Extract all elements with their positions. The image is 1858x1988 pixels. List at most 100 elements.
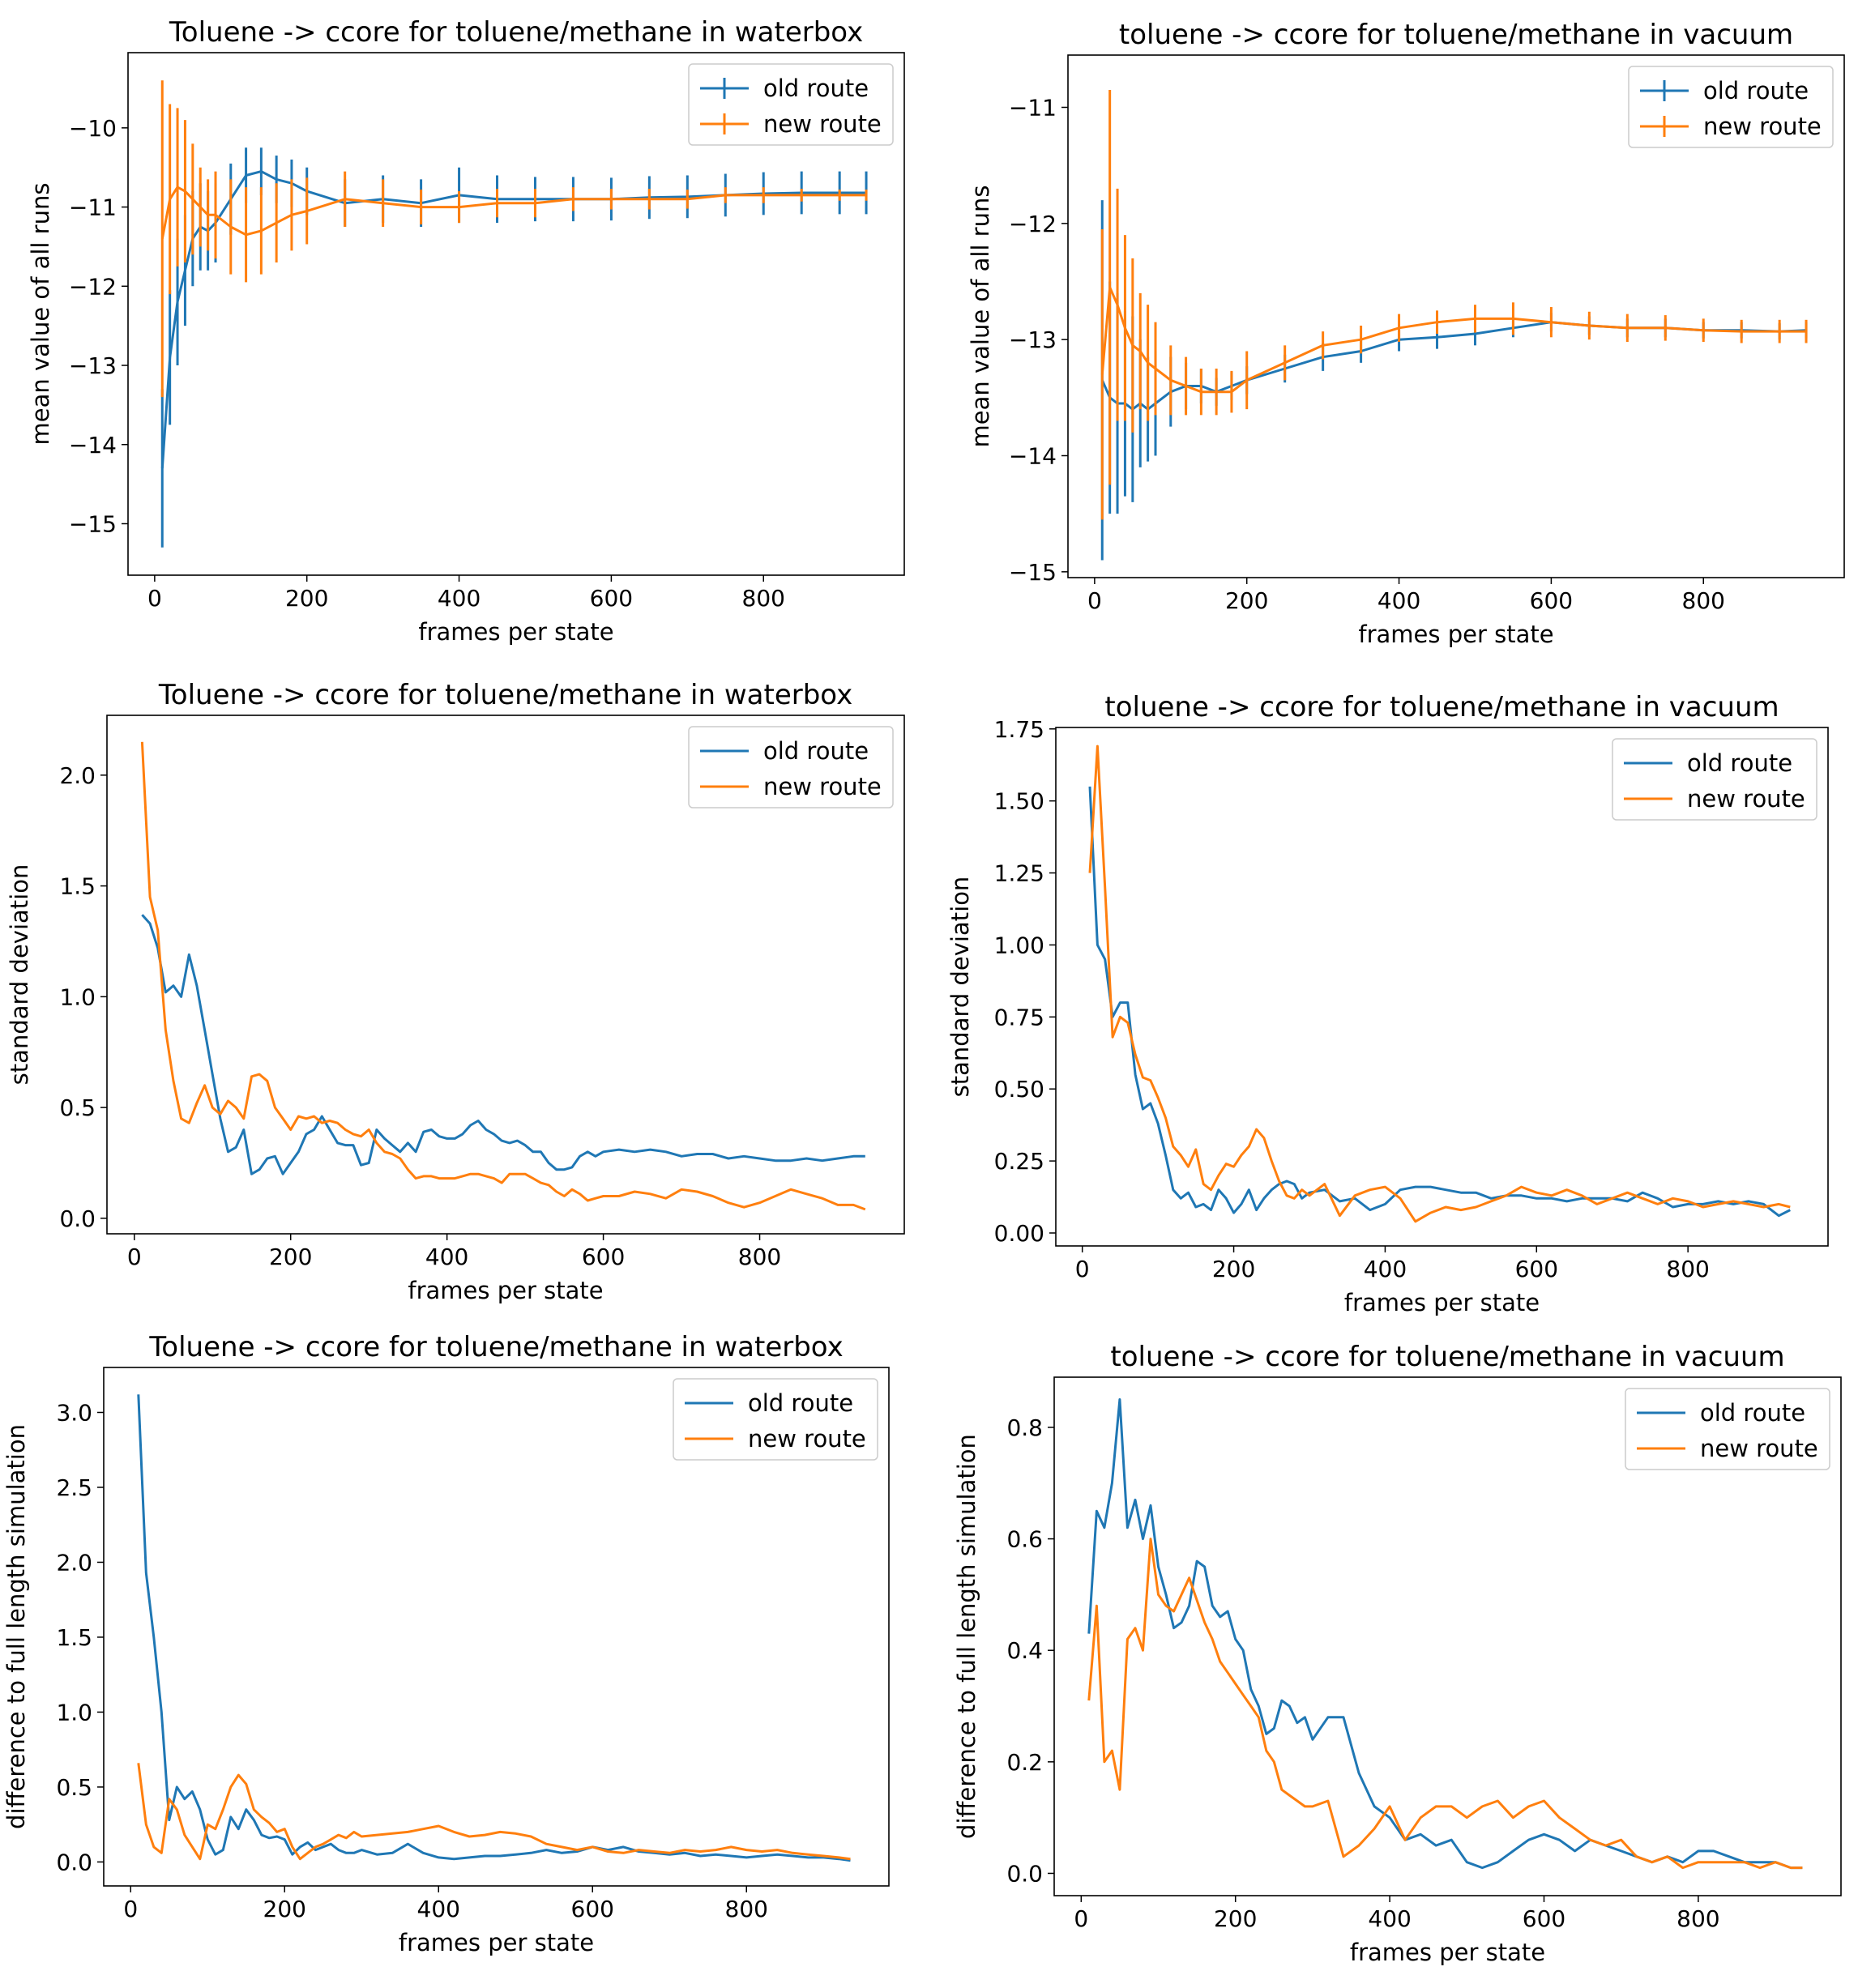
series-line	[137, 1394, 851, 1862]
x-tick-label: 400	[1377, 587, 1420, 614]
x-axis-label: frames per state	[418, 618, 613, 646]
y-tick-label: 1.5	[56, 1624, 92, 1651]
legend: old route new route	[1628, 66, 1834, 148]
x-axis-label: frames per state	[408, 1277, 603, 1304]
legend-label: new route	[1703, 113, 1822, 140]
x-tick-label: 800	[1666, 1256, 1709, 1282]
plot-area	[1100, 90, 1808, 561]
x-tick-label: 0	[1074, 1905, 1088, 1932]
y-tick-label: 1.25	[994, 860, 1044, 887]
y-tick-label: −12	[1009, 211, 1057, 237]
plot-area	[137, 1394, 851, 1862]
y-tick-label: −10	[69, 115, 117, 142]
x-tick-label: 200	[1212, 1256, 1255, 1282]
y-axis-label: mean value of all runs	[967, 186, 994, 448]
chart-title: toluene -> ccore for toluene/methane in …	[1104, 691, 1779, 723]
y-tick-label: 1.50	[994, 788, 1044, 815]
x-tick-label: 0	[1075, 1256, 1090, 1282]
x-tick-label: 200	[1214, 1905, 1257, 1932]
y-tick-label: 2.0	[59, 762, 96, 789]
x-axis-label: frames per state	[1344, 1289, 1540, 1316]
series-line	[1088, 786, 1791, 1218]
y-tick-label: −13	[69, 352, 117, 379]
legend-label: new route	[748, 1425, 866, 1453]
plot-area	[160, 80, 868, 548]
legend: old route new route	[1612, 738, 1817, 821]
x-tick-label: 200	[269, 1244, 312, 1270]
chart-1: Toluene -> ccore for toluene/methane in …	[27, 16, 905, 646]
chart-title: toluene -> ccore for toluene/methane in …	[1119, 19, 1793, 51]
x-tick-label: 400	[1364, 1256, 1407, 1282]
legend-label: old route	[1703, 77, 1809, 105]
y-tick-label: 2.5	[56, 1474, 92, 1501]
y-tick-label: −15	[69, 510, 117, 537]
x-tick-label: 400	[1368, 1905, 1411, 1932]
y-tick-label: 1.00	[994, 932, 1044, 958]
legend: old route new route	[673, 1378, 878, 1461]
y-axis-label: standard deviation	[6, 864, 33, 1086]
y-tick-label: −14	[1009, 443, 1057, 470]
y-tick-label: −11	[69, 194, 117, 221]
y-tick-label: 0.25	[994, 1148, 1044, 1175]
chart-title: Toluene -> ccore for toluene/methane in …	[158, 679, 852, 711]
plot-area	[140, 741, 866, 1211]
series-line	[1088, 744, 1791, 1223]
y-tick-label: 0.75	[994, 1004, 1044, 1030]
x-tick-label: 800	[742, 585, 785, 612]
x-tick-label: 600	[582, 1244, 625, 1270]
chart-title: toluene -> ccore for toluene/methane in …	[1110, 1341, 1784, 1373]
y-tick-label: 0.00	[994, 1220, 1044, 1247]
legend-label: old route	[1687, 749, 1792, 777]
chart-3: Toluene -> ccore for toluene/methane in …	[6, 679, 905, 1304]
x-tick-label: 400	[417, 1896, 460, 1922]
y-tick-label: 1.0	[56, 1699, 92, 1726]
x-tick-label: 200	[285, 585, 328, 612]
y-tick-label: 0.5	[56, 1774, 92, 1801]
series-line	[160, 186, 866, 239]
x-tick-label: 600	[1515, 1256, 1558, 1282]
legend: old route new route	[688, 726, 894, 808]
x-tick-label: 0	[147, 585, 162, 612]
series-line	[1100, 321, 1807, 411]
x-tick-label: 800	[738, 1244, 781, 1270]
axes-frame	[127, 52, 905, 576]
x-axis-label: frames per state	[399, 1929, 594, 1956]
legend-label: old route	[763, 75, 869, 102]
chart-5: Toluene -> ccore for toluene/methane in …	[2, 1331, 890, 1956]
y-tick-label: 0.50	[994, 1076, 1044, 1103]
x-tick-label: 800	[725, 1896, 768, 1922]
legend-label: old route	[763, 737, 869, 765]
y-axis-label: difference to full length simulation	[953, 1434, 980, 1839]
y-tick-label: −14	[69, 432, 117, 459]
x-tick-label: 400	[425, 1244, 468, 1270]
legend-label: old route	[748, 1389, 853, 1417]
series-line	[1100, 286, 1806, 394]
legend-label: new route	[763, 110, 882, 138]
axes-frame	[106, 715, 905, 1235]
y-tick-label: −15	[1009, 559, 1057, 586]
series-line	[160, 170, 866, 469]
x-tick-label: 0	[1087, 587, 1102, 614]
y-tick-label: 0.8	[1006, 1414, 1043, 1441]
y-tick-label: 0.2	[1006, 1749, 1043, 1776]
y-tick-label: 0.0	[59, 1205, 96, 1232]
y-tick-label: 0.5	[59, 1094, 96, 1121]
chart-6: toluene -> ccore for toluene/methane in …	[953, 1341, 1842, 1966]
y-axis-label: standard deviation	[946, 877, 974, 1098]
y-tick-label: 3.0	[56, 1399, 92, 1426]
x-axis-label: frames per state	[1350, 1939, 1545, 1966]
legend: old route new route	[1625, 1388, 1830, 1470]
y-tick-label: 1.75	[994, 716, 1044, 743]
x-tick-label: 800	[1682, 587, 1725, 614]
plot-area	[1088, 744, 1791, 1223]
x-tick-label: 800	[1676, 1905, 1719, 1932]
series-line	[137, 1763, 851, 1861]
legend: old route new route	[688, 63, 894, 146]
x-tick-label: 600	[590, 585, 633, 612]
x-tick-label: 600	[571, 1896, 614, 1922]
x-tick-label: 200	[263, 1896, 306, 1922]
y-tick-label: 0.4	[1006, 1637, 1043, 1664]
y-tick-label: 1.5	[59, 873, 96, 900]
x-tick-label: 0	[123, 1896, 138, 1922]
axes-frame	[1067, 54, 1845, 578]
